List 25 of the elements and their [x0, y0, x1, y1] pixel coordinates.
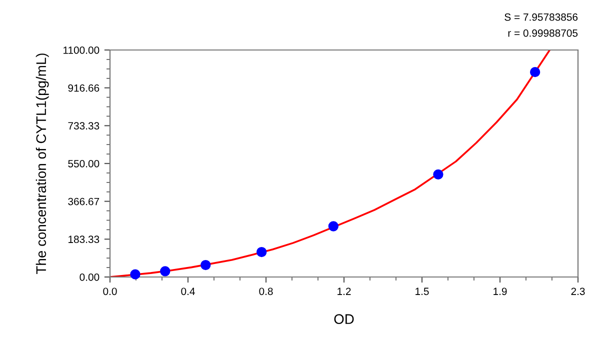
- x-tick-label: 0.4: [181, 288, 195, 296]
- point: [160, 266, 170, 276]
- x-tick-label: 1.2: [338, 288, 351, 295]
- point: [433, 169, 444, 180]
- y-tick-label: 0.00: [80, 274, 100, 281]
- point: [328, 221, 339, 232]
- x-tick-label: 2.3: [571, 288, 585, 296]
- x-tick-label: 1.9: [494, 288, 507, 296]
- x-axis-title: OD: [334, 314, 354, 324]
- x-tick-label: 0.8: [259, 288, 273, 296]
- point: [256, 246, 267, 258]
- y-axis-title: The concentration of CYTL1(pg/mL): [36, 54, 49, 274]
- y-tick-label: 1100.00: [63, 46, 100, 54]
- y-tick-label: 183.33: [68, 236, 100, 244]
- y-tick-label: 733.33: [68, 122, 100, 130]
- x-tick-label: 0.0: [103, 288, 117, 296]
- point: [530, 66, 540, 78]
- point: [130, 269, 140, 280]
- x-tick-label: 1.5: [416, 288, 429, 296]
- text: S = 7.95783856: [504, 13, 578, 21]
- y-tick-label: 366.67: [68, 198, 100, 206]
- y-tick-label: 916.66: [68, 84, 100, 92]
- point: [200, 260, 211, 270]
- text: r = 0.99988705: [508, 29, 578, 37]
- y-tick-label: 550.00: [68, 160, 100, 168]
